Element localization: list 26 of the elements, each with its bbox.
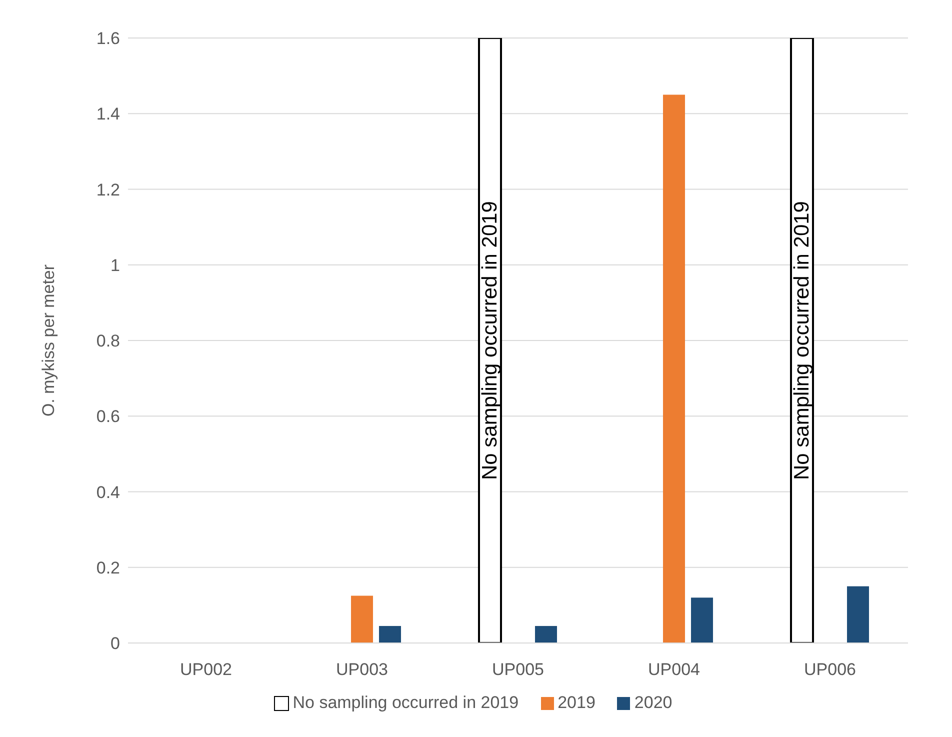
bar bbox=[379, 626, 401, 643]
x-tick-label: UP005 bbox=[492, 660, 544, 680]
y-tick-label: 1 bbox=[110, 256, 120, 275]
y-axis-title: O. mykiss per meter bbox=[39, 264, 58, 417]
y-tick-label: 1.6 bbox=[96, 29, 120, 48]
legend-label: 2020 bbox=[633, 693, 672, 713]
legend-label: No sampling occurred in 2019 bbox=[292, 693, 519, 713]
x-tick-label: UP003 bbox=[336, 660, 388, 680]
annotation: No sampling occurred in 2019 bbox=[478, 201, 502, 480]
bar bbox=[535, 626, 557, 643]
x-tick-label: UP004 bbox=[648, 660, 700, 680]
y-tick-label: 0.6 bbox=[96, 407, 120, 426]
bar bbox=[663, 94, 685, 643]
y-tick-label: 1.4 bbox=[96, 104, 120, 124]
y-tick-label: 1.2 bbox=[96, 180, 120, 200]
y-tick-label: 0.2 bbox=[96, 558, 120, 578]
y-tick-label: 0.8 bbox=[96, 332, 120, 351]
x-tick-label: UP002 bbox=[180, 660, 232, 680]
legend-label: 2019 bbox=[556, 693, 596, 713]
annotation: No sampling occurred in 2019 bbox=[790, 201, 814, 480]
y-tick-label: 0.4 bbox=[96, 482, 120, 502]
bar bbox=[351, 596, 373, 643]
bar bbox=[691, 598, 713, 643]
y-tick-label: 0 bbox=[110, 634, 120, 654]
bar bbox=[847, 586, 869, 643]
x-tick-label: UP006 bbox=[804, 660, 856, 680]
